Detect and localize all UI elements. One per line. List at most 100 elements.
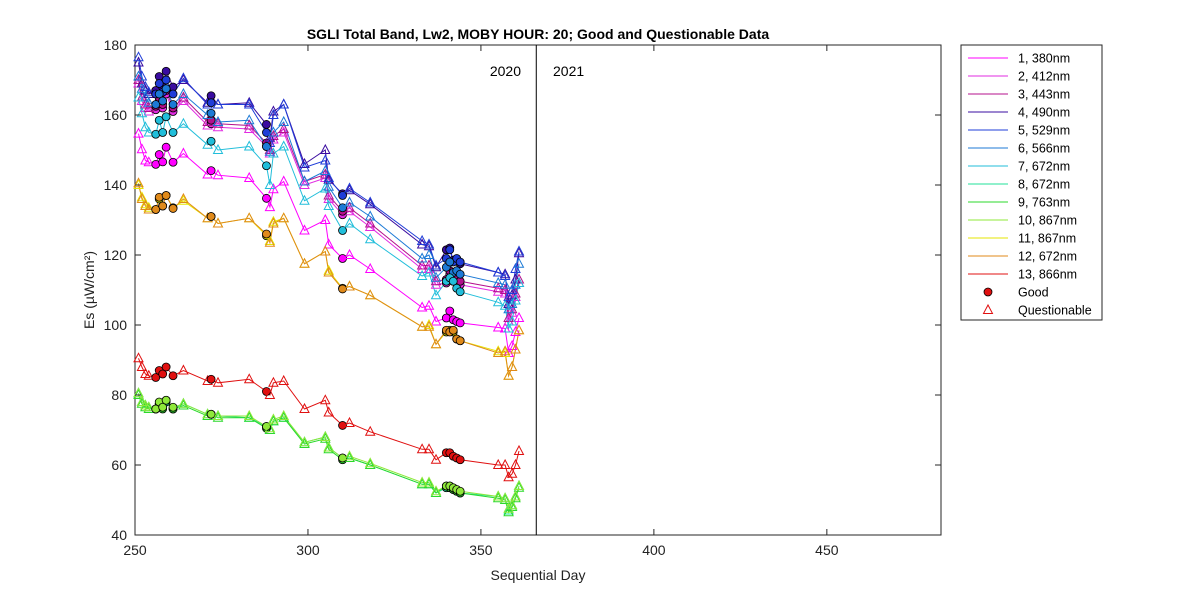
questionable-point xyxy=(513,276,525,287)
questionable-point xyxy=(178,117,189,128)
questionable-point xyxy=(344,416,355,427)
questionable-point xyxy=(423,318,435,329)
y-tick-label: 140 xyxy=(104,177,128,193)
y-tick-label: 40 xyxy=(111,527,127,543)
questionable-point xyxy=(430,338,442,349)
chart-title: SGLI Total Band, Lw2, MOBY HOUR: 20; Goo… xyxy=(307,26,770,42)
questionable-point xyxy=(319,182,331,193)
questionable-point xyxy=(513,324,525,335)
questionable-point xyxy=(278,140,290,151)
questionable-point xyxy=(268,215,279,226)
questionable-point xyxy=(319,430,331,441)
legend-entry-label: 7, 672nm xyxy=(1018,160,1070,174)
questionable-point xyxy=(506,283,518,294)
questionable-point xyxy=(364,196,376,207)
questionable-point xyxy=(513,247,525,258)
questionable-point xyxy=(212,117,224,128)
questionable-point xyxy=(503,471,514,482)
good-point xyxy=(158,96,168,106)
questionable-point xyxy=(243,96,255,107)
questionable-point xyxy=(423,476,435,487)
questionable-point xyxy=(344,217,355,228)
questionable-point xyxy=(344,450,355,461)
questionable-point xyxy=(133,177,144,188)
questionable-point xyxy=(133,387,144,398)
good-point xyxy=(151,100,161,109)
questionable-point xyxy=(278,212,290,223)
x-tick-label: 400 xyxy=(642,542,666,558)
questionable-point xyxy=(430,275,442,286)
questionable-point xyxy=(513,257,525,268)
x-axis: 250 300 350 400 450 xyxy=(123,45,839,558)
questionable-point xyxy=(140,199,151,210)
legend-good-marker xyxy=(983,287,993,297)
questionable-point xyxy=(178,192,189,203)
questionable-point xyxy=(430,453,442,464)
y-tick-label: 180 xyxy=(104,37,128,53)
questionable-point xyxy=(299,175,310,186)
good-point xyxy=(151,205,161,214)
questionable-point xyxy=(278,115,290,126)
questionable-point xyxy=(212,376,224,387)
questionable-point xyxy=(364,425,376,436)
good-point xyxy=(262,161,271,171)
questionable-point xyxy=(278,411,290,422)
questionable-point xyxy=(492,346,504,357)
good-point xyxy=(161,395,171,405)
questionable-point xyxy=(344,184,355,195)
questionable-point xyxy=(264,178,276,189)
questionable-point xyxy=(510,273,521,284)
questionable-point xyxy=(506,297,518,308)
legend-entry-label: 9, 763nm xyxy=(1018,196,1070,210)
legend-entry-label: 5, 529nm xyxy=(1018,124,1070,138)
questionable-point xyxy=(299,436,310,447)
questionable-point xyxy=(136,143,148,154)
questionable-point xyxy=(299,257,310,268)
good-point xyxy=(338,226,347,235)
good-point xyxy=(161,84,171,94)
plot-area xyxy=(134,44,942,536)
questionable-point xyxy=(416,301,428,312)
questionable-point xyxy=(319,143,331,154)
questionable-point xyxy=(319,168,331,179)
y-axis: 40 60 80 100 120 140 160 180 xyxy=(104,37,941,543)
questionable-point xyxy=(133,51,144,62)
good-point xyxy=(168,157,178,167)
questionable-point xyxy=(143,126,155,137)
questionable-point xyxy=(319,432,331,443)
questionable-point xyxy=(430,271,442,282)
questionable-point xyxy=(319,154,331,165)
questionable-point xyxy=(430,289,442,300)
questionable-point xyxy=(136,82,148,93)
questionable-point xyxy=(264,422,276,433)
questionable-point xyxy=(503,322,514,333)
questionable-point xyxy=(423,259,435,270)
good-point xyxy=(262,229,271,239)
questionable-point xyxy=(319,394,331,405)
questionable-point xyxy=(243,409,255,420)
good-point xyxy=(206,212,216,221)
questionable-point xyxy=(430,261,442,272)
questionable-point xyxy=(243,119,255,130)
questionable-point xyxy=(299,178,310,189)
questionable-point xyxy=(143,105,155,116)
questionable-point xyxy=(323,199,335,210)
questionable-point xyxy=(264,201,276,212)
questionable-point xyxy=(268,126,279,137)
good-point xyxy=(158,128,168,137)
questionable-point xyxy=(133,127,144,138)
questionable-point xyxy=(499,268,511,279)
questionable-point xyxy=(140,198,151,209)
questionable-point xyxy=(513,444,525,455)
legend-entry-label: 13, 866nm xyxy=(1018,268,1077,282)
questionable-point xyxy=(364,457,376,468)
questionable-point xyxy=(143,156,155,167)
legend-entry-label: 10, 867nm xyxy=(1018,214,1077,228)
questionable-point xyxy=(278,409,290,420)
questionable-point xyxy=(416,238,428,249)
good-point xyxy=(455,269,465,279)
y-tick-label: 80 xyxy=(111,387,127,403)
good-point xyxy=(158,369,168,379)
questionable-point xyxy=(178,87,189,98)
